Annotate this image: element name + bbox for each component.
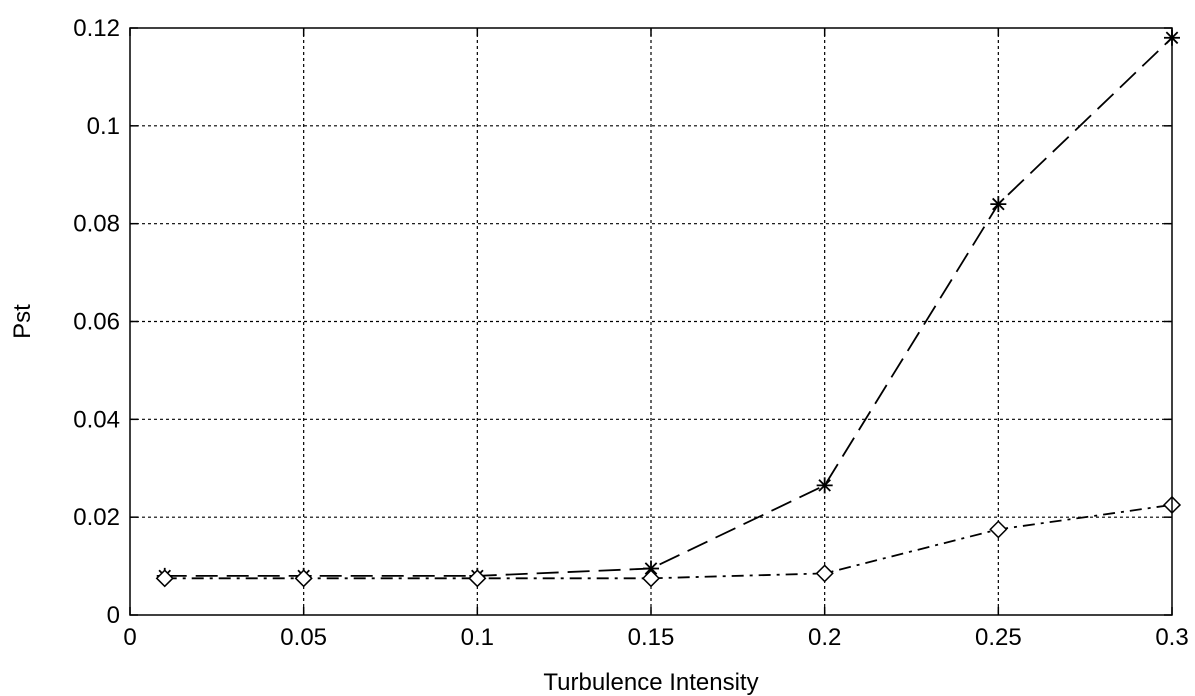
axis-ticks [129, 27, 1173, 616]
tick-labels: 0 0.05 0.1 0.15 0.2 0.25 0.3 0 0.02 0.04 0.06 0.08 0… [73, 15, 1188, 651]
asterisk-marker [990, 196, 1007, 213]
diamond-marker [989, 520, 1008, 539]
diamond-marker [294, 569, 313, 588]
series-2 [155, 495, 1182, 588]
y-tick-label: 0 [107, 602, 120, 629]
diamond-marker [155, 569, 174, 588]
y-axis-label: Pst [9, 304, 36, 339]
x-axis-label: Turbulence Intensity [543, 669, 758, 696]
x-tick-label: 0.15 [628, 624, 675, 651]
series-1 [156, 29, 1180, 584]
x-tick-label: 0.05 [280, 624, 327, 651]
x-tick-label: 0.25 [975, 624, 1022, 651]
y-tick-label: 0.06 [73, 309, 120, 336]
asterisk-marker [816, 477, 833, 494]
x-tick-label: 0 [123, 624, 136, 651]
series-layer [155, 29, 1182, 588]
diamond-marker [641, 569, 661, 588]
x-tick-label: 0.1 [461, 624, 494, 651]
y-tick-label: 0.08 [73, 211, 120, 238]
y-tick-label: 0.04 [73, 406, 120, 433]
y-tick-label: 0.1 [87, 113, 120, 140]
diamond-marker [468, 569, 487, 588]
x-tick-label: 0.3 [1155, 624, 1188, 651]
y-tick-label: 0.02 [73, 504, 120, 531]
series-1-line [164, 37, 1173, 577]
diamond-marker [815, 564, 834, 583]
grid-lines [130, 28, 1172, 615]
x-tick-label: 0.2 [808, 624, 841, 651]
y-tick-label: 0.12 [73, 15, 120, 42]
series-2-line [164, 504, 1173, 580]
